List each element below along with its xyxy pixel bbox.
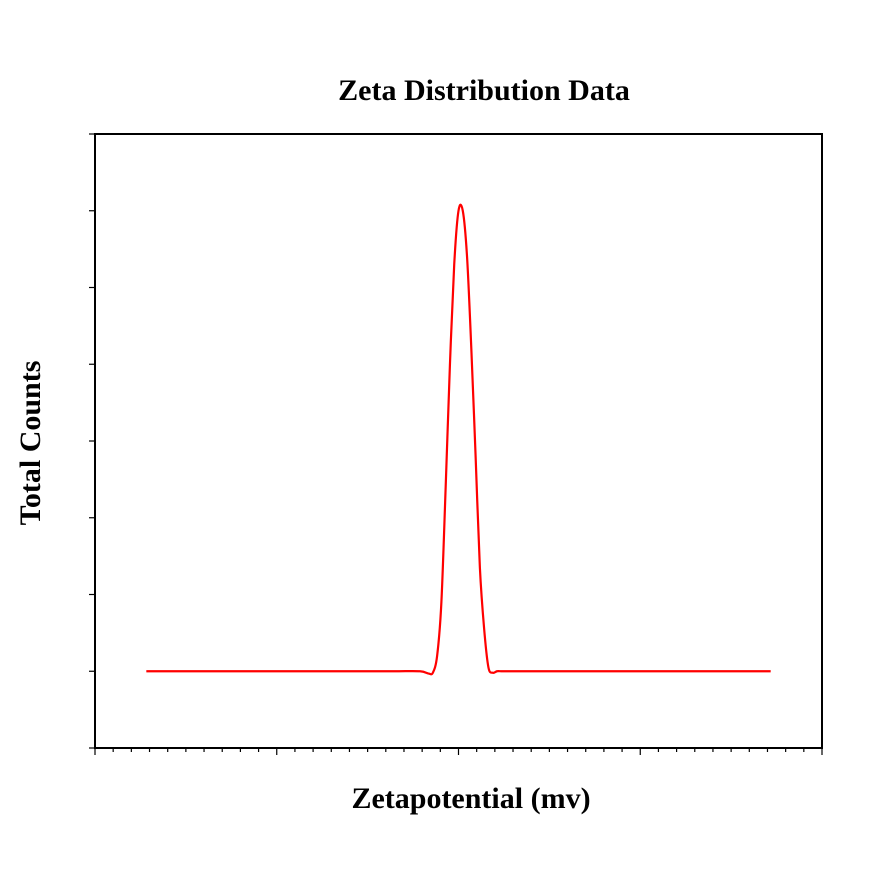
- plot-area-frame: [94, 133, 823, 749]
- series-line-0: [146, 203, 771, 676]
- x-axis-ticks: [94, 748, 823, 755]
- y-axis-ticks: [89, 133, 95, 749]
- chart-title: Zeta Distribution Data: [338, 74, 630, 107]
- x-axis-label: Zetapotential (mv): [351, 782, 590, 815]
- series-layer: [146, 203, 771, 676]
- y-axis-label: Total Counts: [14, 361, 47, 526]
